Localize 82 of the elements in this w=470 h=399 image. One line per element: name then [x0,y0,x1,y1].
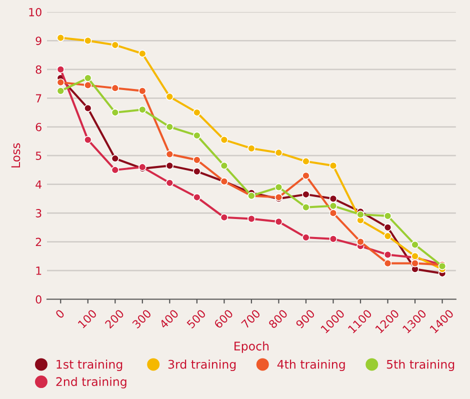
point [220,136,228,144]
y-tick-label: 8 [36,65,42,74]
point [166,92,174,101]
y-tick-label: 7 [36,94,42,102]
point [166,122,174,131]
x-tick-label: 300 [132,308,152,329]
legend-label: 4th training [277,360,345,372]
x-tick-label: 400 [158,308,179,329]
point [193,132,201,140]
y-tick-label: 5 [36,152,42,160]
point [84,136,92,144]
point [220,213,228,222]
x-tick-label: 100 [78,308,98,328]
point [329,202,338,210]
point [302,157,310,166]
point [384,232,392,240]
y-tick-label: 2 [36,238,42,246]
y-tick-label: 0 [36,295,42,304]
point [111,108,120,116]
x-tick-label: 500 [186,308,206,329]
point [56,34,65,42]
point [56,66,65,74]
point [411,240,419,249]
point [356,238,364,246]
legend-label: 2nd training [56,376,126,388]
point [84,81,92,90]
point [329,209,338,217]
y-tick-label: 9 [36,36,42,46]
point [248,144,256,152]
point [220,162,228,170]
point [193,156,201,164]
point [84,104,92,112]
point [56,87,65,95]
x-tick-label: 800 [268,308,288,329]
y-tick-label: 4 [36,180,42,189]
y-axis-title: Loss [11,143,20,168]
x-tick-label: 0 [54,308,65,319]
point [384,250,392,259]
legend-label: 3rd training [168,360,236,372]
x-tick-label: 200 [104,308,124,329]
point [138,50,146,58]
point [384,259,392,268]
point [193,108,201,116]
point [166,162,174,170]
y-tick-label: 3 [36,209,42,218]
x-tick-label: 900 [295,308,316,329]
point [274,183,283,192]
point [274,148,283,157]
point [138,87,146,95]
point [84,74,92,82]
point [248,214,256,223]
point [193,193,201,202]
point [111,154,120,162]
y-tick-label: 1 [36,266,42,275]
point [111,84,120,92]
point [193,168,201,176]
legend-label: 5th training [386,360,454,372]
point [384,212,392,220]
point [302,172,310,180]
point [302,234,310,242]
point [274,218,283,226]
point [166,150,174,158]
legend-label: 1st training [56,360,122,372]
point [329,235,338,243]
point [411,259,419,268]
y-tick-label: 6 [36,122,42,132]
point [356,210,364,218]
point [84,36,92,45]
point [138,106,146,114]
point [111,166,120,174]
x-tick-label: 600 [214,308,234,329]
point [329,194,338,203]
point [384,224,392,232]
x-axis-title: Epoch [234,341,269,353]
point [111,41,120,49]
point [329,162,338,170]
point [302,203,310,212]
x-tick-label: 700 [240,308,261,329]
point [166,179,174,187]
y-tick-label: 10 [29,8,42,16]
point [302,190,310,198]
point [56,78,65,86]
